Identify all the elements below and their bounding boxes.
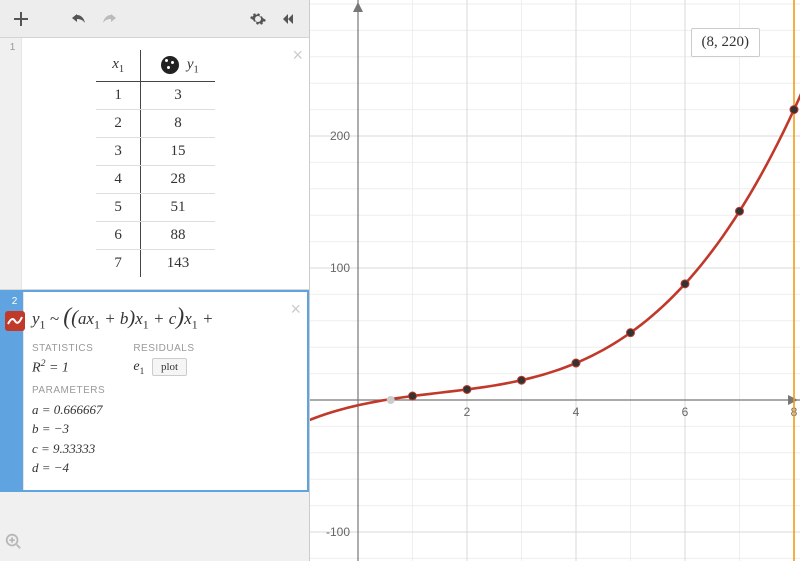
- graph-svg: 2468100200-100: [310, 0, 800, 561]
- settings-button[interactable]: [245, 6, 271, 32]
- svg-text:2: 2: [464, 405, 471, 419]
- point-tooltip: (8, 220): [691, 28, 761, 57]
- graph-canvas[interactable]: 2468100200-100 (8, 220): [310, 0, 800, 561]
- expression-item-regression[interactable]: 2 × y1 ~ ((ax1 + b)x1 + c)x1 + STATISTIC…: [0, 290, 309, 491]
- add-expression-button[interactable]: [8, 6, 34, 32]
- table-row[interactable]: 315: [96, 138, 215, 166]
- delete-expression-button[interactable]: ×: [292, 46, 303, 64]
- delete-expression-button[interactable]: ×: [290, 300, 301, 318]
- r-squared-value: R2 = 1: [32, 358, 93, 377]
- table-row[interactable]: 28: [96, 110, 215, 138]
- svg-text:-100: -100: [326, 525, 350, 539]
- plot-residuals-button[interactable]: plot: [152, 358, 187, 376]
- regression-formula[interactable]: y1 ~ ((ax1 + b)x1 + c)x1 +: [32, 304, 279, 332]
- parameter-list: a = 0.666667 b = −3 c = 9.33333 d = −4: [32, 400, 279, 478]
- table-row[interactable]: 7143: [96, 250, 215, 278]
- data-table[interactable]: x1 y1 13283154285516887143: [96, 50, 215, 277]
- table-header-y[interactable]: y1: [141, 50, 215, 82]
- redo-button[interactable]: [96, 6, 122, 32]
- expression-item-table[interactable]: 1 × x1 y1 13283154285516887143: [0, 38, 309, 290]
- table-row[interactable]: 551: [96, 194, 215, 222]
- expression-index: 1: [0, 38, 22, 289]
- table-row[interactable]: 428: [96, 166, 215, 194]
- expression-index: 2: [2, 292, 24, 489]
- statistics-label: STATISTICS: [32, 343, 93, 354]
- svg-text:4: 4: [573, 405, 580, 419]
- parameters-label: PARAMETERS: [32, 385, 279, 396]
- zoom-fit-button[interactable]: [4, 532, 22, 553]
- svg-text:6: 6: [682, 405, 689, 419]
- collapse-panel-button[interactable]: [275, 6, 301, 32]
- residuals-label: RESIDUALS: [133, 343, 194, 354]
- table-header-x[interactable]: x1: [96, 50, 140, 82]
- table-body: 13283154285516887143: [96, 82, 215, 278]
- table-row[interactable]: 688: [96, 222, 215, 250]
- table-row[interactable]: 13: [96, 82, 215, 110]
- expression-toolbar: [0, 0, 309, 38]
- undo-button[interactable]: [66, 6, 92, 32]
- regression-icon: [5, 311, 25, 331]
- residuals-value: e1 plot: [133, 358, 194, 377]
- column-options-icon[interactable]: [161, 56, 179, 74]
- svg-text:200: 200: [330, 129, 350, 143]
- svg-text:100: 100: [330, 261, 350, 275]
